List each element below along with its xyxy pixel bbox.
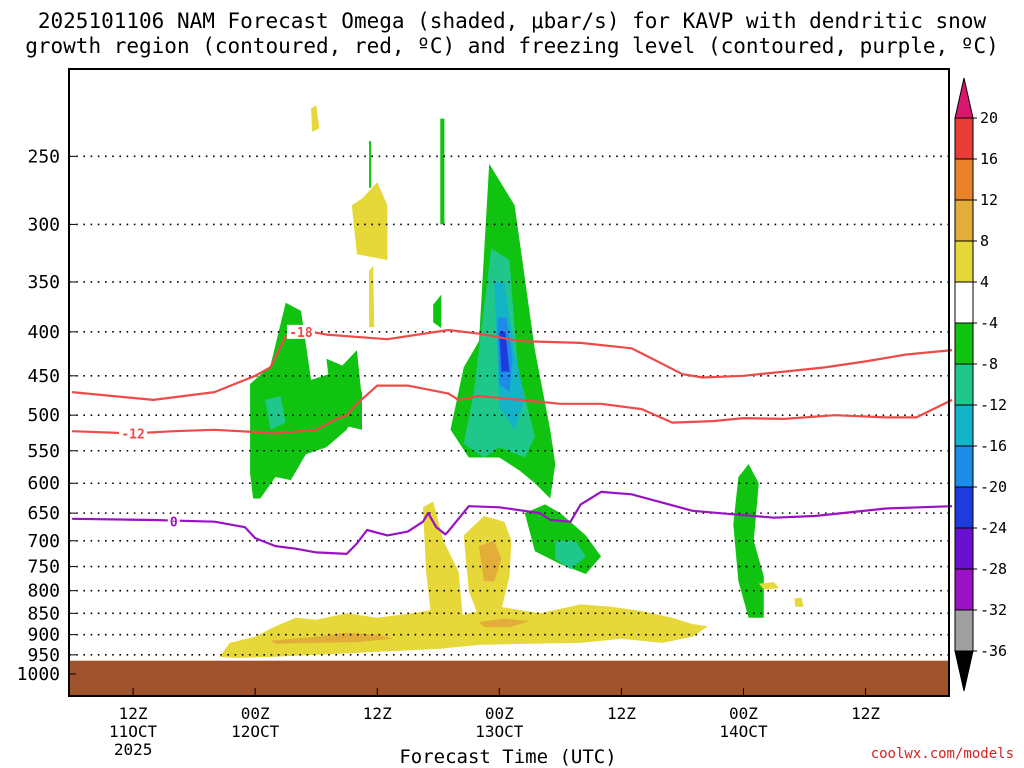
colorbar-label-8: -16 <box>980 437 1007 455</box>
contour-label-1: -12 <box>121 427 144 442</box>
x-tick-label-0-1: 11OCT <box>109 722 158 741</box>
omega-region-4-24 <box>794 597 804 607</box>
omega-region-neg4-10 <box>326 358 362 430</box>
colorbar-swatch-1 <box>954 158 974 201</box>
omega-region-4-17 <box>423 501 464 641</box>
y-tick-label-450: 450 <box>27 366 60 387</box>
x-tick-label-2-0: 12Z <box>363 704 392 723</box>
omega-region-4-14 <box>219 604 708 658</box>
x-tick-label-5-1: 14OCT <box>719 722 768 741</box>
axis-layer: 2503003504004505005506006507007508008509… <box>17 68 950 759</box>
y-tick-label-500: 500 <box>27 405 60 426</box>
colorbar-label-3: 8 <box>980 232 989 250</box>
y-tick-label-600: 600 <box>27 473 60 494</box>
x-axis-label: Forecast Time (UTC) <box>399 746 616 768</box>
omega-region-neg4-13 <box>433 294 442 329</box>
contour-label-0: -18 <box>289 326 313 341</box>
colorbar-swatch-2 <box>954 199 974 242</box>
y-tick-label-300: 300 <box>27 214 60 235</box>
colorbar-label-1: 16 <box>980 150 998 168</box>
colorbar-swatch-8 <box>954 445 974 488</box>
colorbar-label-7: -12 <box>980 396 1007 414</box>
colorbar-label-2: 12 <box>980 191 998 209</box>
colorbar-swatch-0 <box>954 117 974 160</box>
colorbar-label-0: 20 <box>980 109 998 127</box>
x-tick-label-1-1: 12OCT <box>231 722 280 741</box>
y-tick-label-750: 750 <box>27 557 60 578</box>
omega-region-4-22 <box>369 265 375 328</box>
y-tick-label-1000: 1000 <box>17 664 60 685</box>
colorbar-label-6: -8 <box>980 355 998 373</box>
x-tick-label-3-0: 00Z <box>485 704 514 723</box>
omega-region-4-21 <box>311 105 320 132</box>
x-tick-label-3-1: 13OCT <box>475 722 524 741</box>
contour-label-2: 0 <box>170 516 178 531</box>
omega-region-8-15 <box>270 632 393 644</box>
colorbar-swatch-7 <box>954 404 974 447</box>
contour-line-0 <box>71 328 953 401</box>
y-tick-label-800: 800 <box>27 581 60 602</box>
ground-layer <box>69 660 949 696</box>
contour-label-bg-2 <box>167 514 180 529</box>
contour-layer: -18 -12 0 <box>71 324 953 555</box>
colorbar-label-12: -32 <box>980 601 1007 619</box>
contour-label-bg-1 <box>119 426 148 441</box>
omega-region-neg8-1 <box>265 396 286 430</box>
omega-region-neg4-11 <box>369 141 372 188</box>
colorbar-label-11: -28 <box>980 560 1007 578</box>
x-tick-label-5-0: 00Z <box>729 704 758 723</box>
colorbar-swatch-6 <box>954 363 974 406</box>
y-tick-label-350: 350 <box>27 272 60 293</box>
colorbar-swatch-11 <box>954 568 974 611</box>
colorbar-label-9: -20 <box>980 478 1007 496</box>
colorbar-swatch-5 <box>954 322 974 365</box>
colorbar-top-arrow <box>954 77 974 119</box>
omega-region-neg8-8 <box>555 540 586 570</box>
omega-region-4-20 <box>351 182 388 260</box>
colorbar-swatch-3 <box>954 240 974 283</box>
omega-region-neg4-9 <box>733 464 764 618</box>
ground-surface <box>69 660 949 696</box>
y-tick-label-700: 700 <box>27 531 60 552</box>
colorbar-label-4: 4 <box>980 273 989 291</box>
colorbar-label-5: -4 <box>980 314 998 332</box>
colorbar-swatch-4 <box>954 281 974 324</box>
y-tick-label-550: 550 <box>27 441 60 462</box>
y-tick-label-950: 950 <box>27 645 60 666</box>
colorbar-swatch-12 <box>954 609 974 652</box>
y-tick-label-400: 400 <box>27 322 60 343</box>
y-tick-label-250: 250 <box>27 146 60 167</box>
colorbar: 20 16 12 8 4 -4 -8 -12 -16 -20 -24 -28 -32 -36 <box>954 77 1007 692</box>
omega-region-8-16 <box>479 618 530 628</box>
grid-layer <box>69 155 949 656</box>
plot-frame <box>68 68 950 697</box>
x-tick-label-6-0: 12Z <box>851 704 880 723</box>
contour-line-2 <box>72 490 953 555</box>
x-tick-label-0-0: 12Z <box>119 704 148 723</box>
omega-region-neg20-6 <box>499 331 510 372</box>
chart-title-line-1: 2025101106 NAM Forecast Omega (shaded, μ… <box>37 9 987 33</box>
y-tick-label-850: 850 <box>27 603 60 624</box>
x-tick-label-4-0: 12Z <box>607 704 636 723</box>
colorbar-label-13: -36 <box>980 642 1007 660</box>
chart-title-line-2: growth region (contoured, red, ºC) and f… <box>25 34 999 58</box>
y-tick-label-900: 900 <box>27 625 60 646</box>
colorbar-swatch-10 <box>954 527 974 570</box>
colorbar-swatch-9 <box>954 486 974 529</box>
contour-line-1 <box>72 384 953 435</box>
omega-region-neg4-12 <box>440 118 445 225</box>
colorbar-label-10: -24 <box>980 519 1007 537</box>
omega-shading-layer <box>219 105 804 658</box>
x-tick-label-0-2: 2025 <box>114 740 153 759</box>
contour-label-bg-0 <box>286 324 315 339</box>
source-credit: coolwx.com/models <box>870 746 1014 762</box>
x-tick-label-1-0: 00Z <box>241 704 270 723</box>
omega-region-4-23 <box>758 582 780 590</box>
y-tick-label-650: 650 <box>27 503 60 524</box>
omega-region-8-19 <box>479 540 502 582</box>
colorbar-bottom-arrow <box>954 650 974 692</box>
